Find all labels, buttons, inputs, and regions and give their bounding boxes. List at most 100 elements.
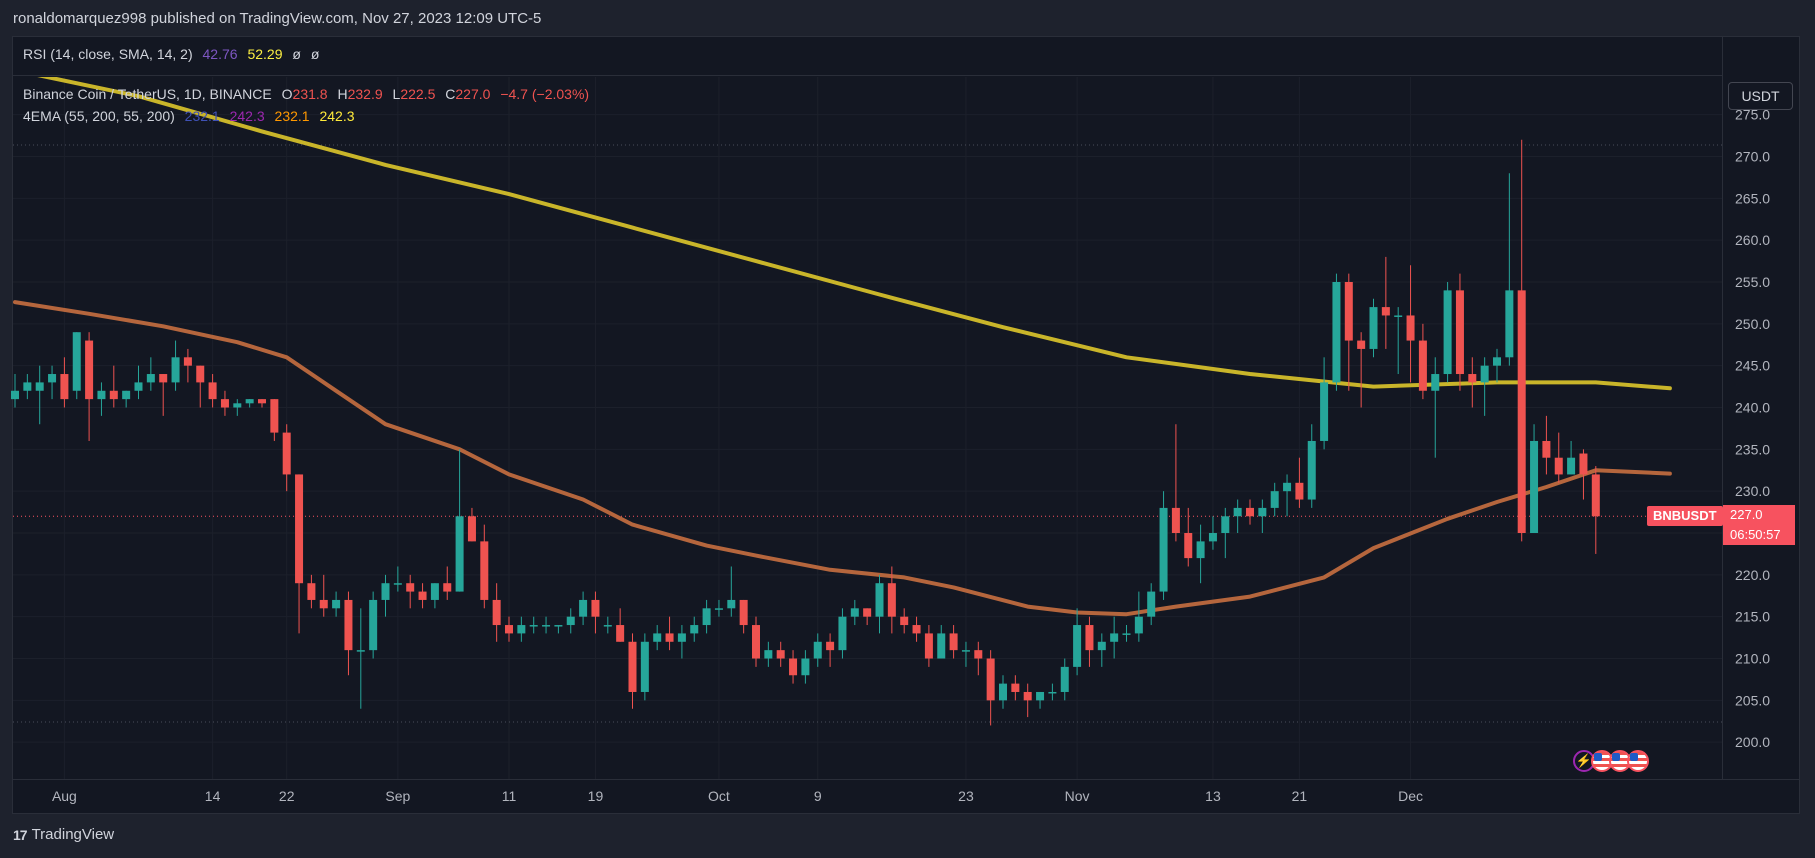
candle-body — [443, 583, 452, 592]
candle-body — [616, 625, 625, 642]
candle-body — [1357, 340, 1366, 349]
candle-body — [1332, 281, 1341, 383]
us-flag-icon[interactable] — [1627, 750, 1649, 772]
time-tick-label: 9 — [814, 788, 822, 804]
ema-value-2: 242.3 — [229, 108, 265, 124]
candle-body — [23, 382, 32, 391]
high-value: 232.9 — [347, 86, 383, 102]
candle-body — [146, 374, 155, 383]
candle-body — [1517, 290, 1526, 534]
candle-body — [122, 390, 131, 400]
publisher-text: ronaldomarquez998 published on TradingVi… — [13, 10, 542, 27]
candle-body — [1320, 382, 1329, 441]
candle-body — [912, 625, 921, 634]
candle-body — [1480, 365, 1489, 383]
price-tick-label: 240.0 — [1735, 400, 1770, 416]
candle-body — [381, 583, 390, 600]
candle-body — [727, 599, 736, 609]
candle-body — [1381, 307, 1390, 316]
time-tick-label: 19 — [588, 788, 604, 804]
candle-body — [566, 616, 575, 626]
ema-legend: 4EMA (55, 200, 55, 200) 232.1 242.3 232.… — [23, 108, 361, 124]
candle-body — [406, 583, 415, 592]
candle-body — [332, 599, 341, 609]
tradingview-mark-icon: 17 — [13, 826, 28, 843]
price-tick-label: 250.0 — [1735, 316, 1770, 332]
tradingview-logo[interactable]: 17 TradingView — [13, 826, 114, 843]
candle-body — [196, 365, 205, 383]
time-tick-label: 13 — [1205, 788, 1221, 804]
candle-body — [1233, 507, 1242, 517]
price-tick-label: 265.0 — [1735, 190, 1770, 206]
time-tick-label: 21 — [1292, 788, 1308, 804]
price-tick-label: 205.0 — [1735, 692, 1770, 708]
candle-body — [900, 616, 909, 626]
candle-body — [270, 399, 279, 433]
time-tick-label: 11 — [502, 788, 517, 804]
candle-body — [690, 625, 699, 634]
ema-value-4: 242.3 — [319, 108, 355, 124]
price-tick-label: 200.0 — [1735, 734, 1770, 750]
candle-body — [949, 633, 958, 651]
candle-body — [850, 608, 859, 617]
candle-body — [85, 340, 94, 400]
candle-body — [924, 633, 933, 659]
us-flag-icon[interactable] — [1591, 750, 1613, 772]
rsi-label: RSI (14, close, SMA, 14, 2) — [23, 46, 193, 62]
candle-body — [1505, 290, 1514, 358]
price-tick-label: 270.0 — [1735, 148, 1770, 164]
currency-button[interactable]: USDT — [1728, 82, 1793, 110]
candle-body — [1443, 290, 1452, 375]
candle-body — [344, 599, 353, 651]
chart-frame — [12, 36, 1800, 814]
candle-body — [801, 658, 810, 676]
candle-body — [961, 650, 970, 652]
rsi-null-1: ø — [292, 46, 301, 62]
candle-body — [1134, 616, 1143, 634]
candle-body — [35, 382, 44, 391]
low-label: L — [392, 86, 401, 102]
candle-body — [1184, 533, 1193, 559]
candles — [11, 139, 1600, 726]
candle-body — [579, 599, 588, 617]
tradingview-brand: TradingView — [31, 826, 115, 843]
candle-body — [1468, 374, 1477, 383]
candle-body — [1048, 691, 1057, 694]
candle-body — [455, 516, 464, 592]
price-axis-divider — [1722, 36, 1723, 779]
price-axis: 200.0205.0210.0215.0220.0225.0230.0235.0… — [1735, 107, 1770, 751]
candle-body — [603, 625, 612, 627]
candle-body — [826, 641, 835, 651]
candle-body — [789, 658, 798, 676]
candle-body — [1023, 691, 1032, 701]
candle-body — [1307, 440, 1316, 500]
open-label: O — [281, 86, 293, 102]
price-tick-label: 255.0 — [1735, 274, 1770, 290]
candle-body — [1011, 683, 1020, 692]
candle-body — [72, 332, 81, 391]
price-tick-label: 230.0 — [1735, 483, 1770, 499]
candle-body — [999, 683, 1007, 701]
rsi-sma-value: 52.29 — [247, 46, 283, 62]
reference-lines — [13, 144, 1722, 723]
rsi-null-2: ø — [310, 46, 320, 62]
candle-body — [505, 625, 513, 634]
event-icons[interactable]: ⚡ — [1573, 750, 1649, 772]
change-value: −4.7 (−2.03%) — [500, 86, 590, 102]
candle-body — [1060, 666, 1069, 692]
ema-55-line — [13, 300, 1672, 617]
rsi-legend: RSI (14, close, SMA, 14, 2) 42.76 52.29 … — [23, 46, 319, 62]
grid-lines — [13, 77, 1722, 779]
time-axis-divider — [12, 779, 1800, 780]
candle-body — [517, 625, 526, 634]
candle-body — [529, 625, 538, 627]
candle-body — [937, 633, 946, 659]
candle-body — [1147, 591, 1156, 617]
candle-body — [109, 390, 118, 400]
candle-body — [393, 583, 402, 585]
candle-body — [159, 374, 168, 383]
bar-countdown: 06:50:57 — [1730, 527, 1781, 542]
candle-body — [677, 633, 686, 642]
rsi-pane[interactable]: RSI (14, close, SMA, 14, 2) 42.76 52.29 … — [12, 36, 1722, 76]
